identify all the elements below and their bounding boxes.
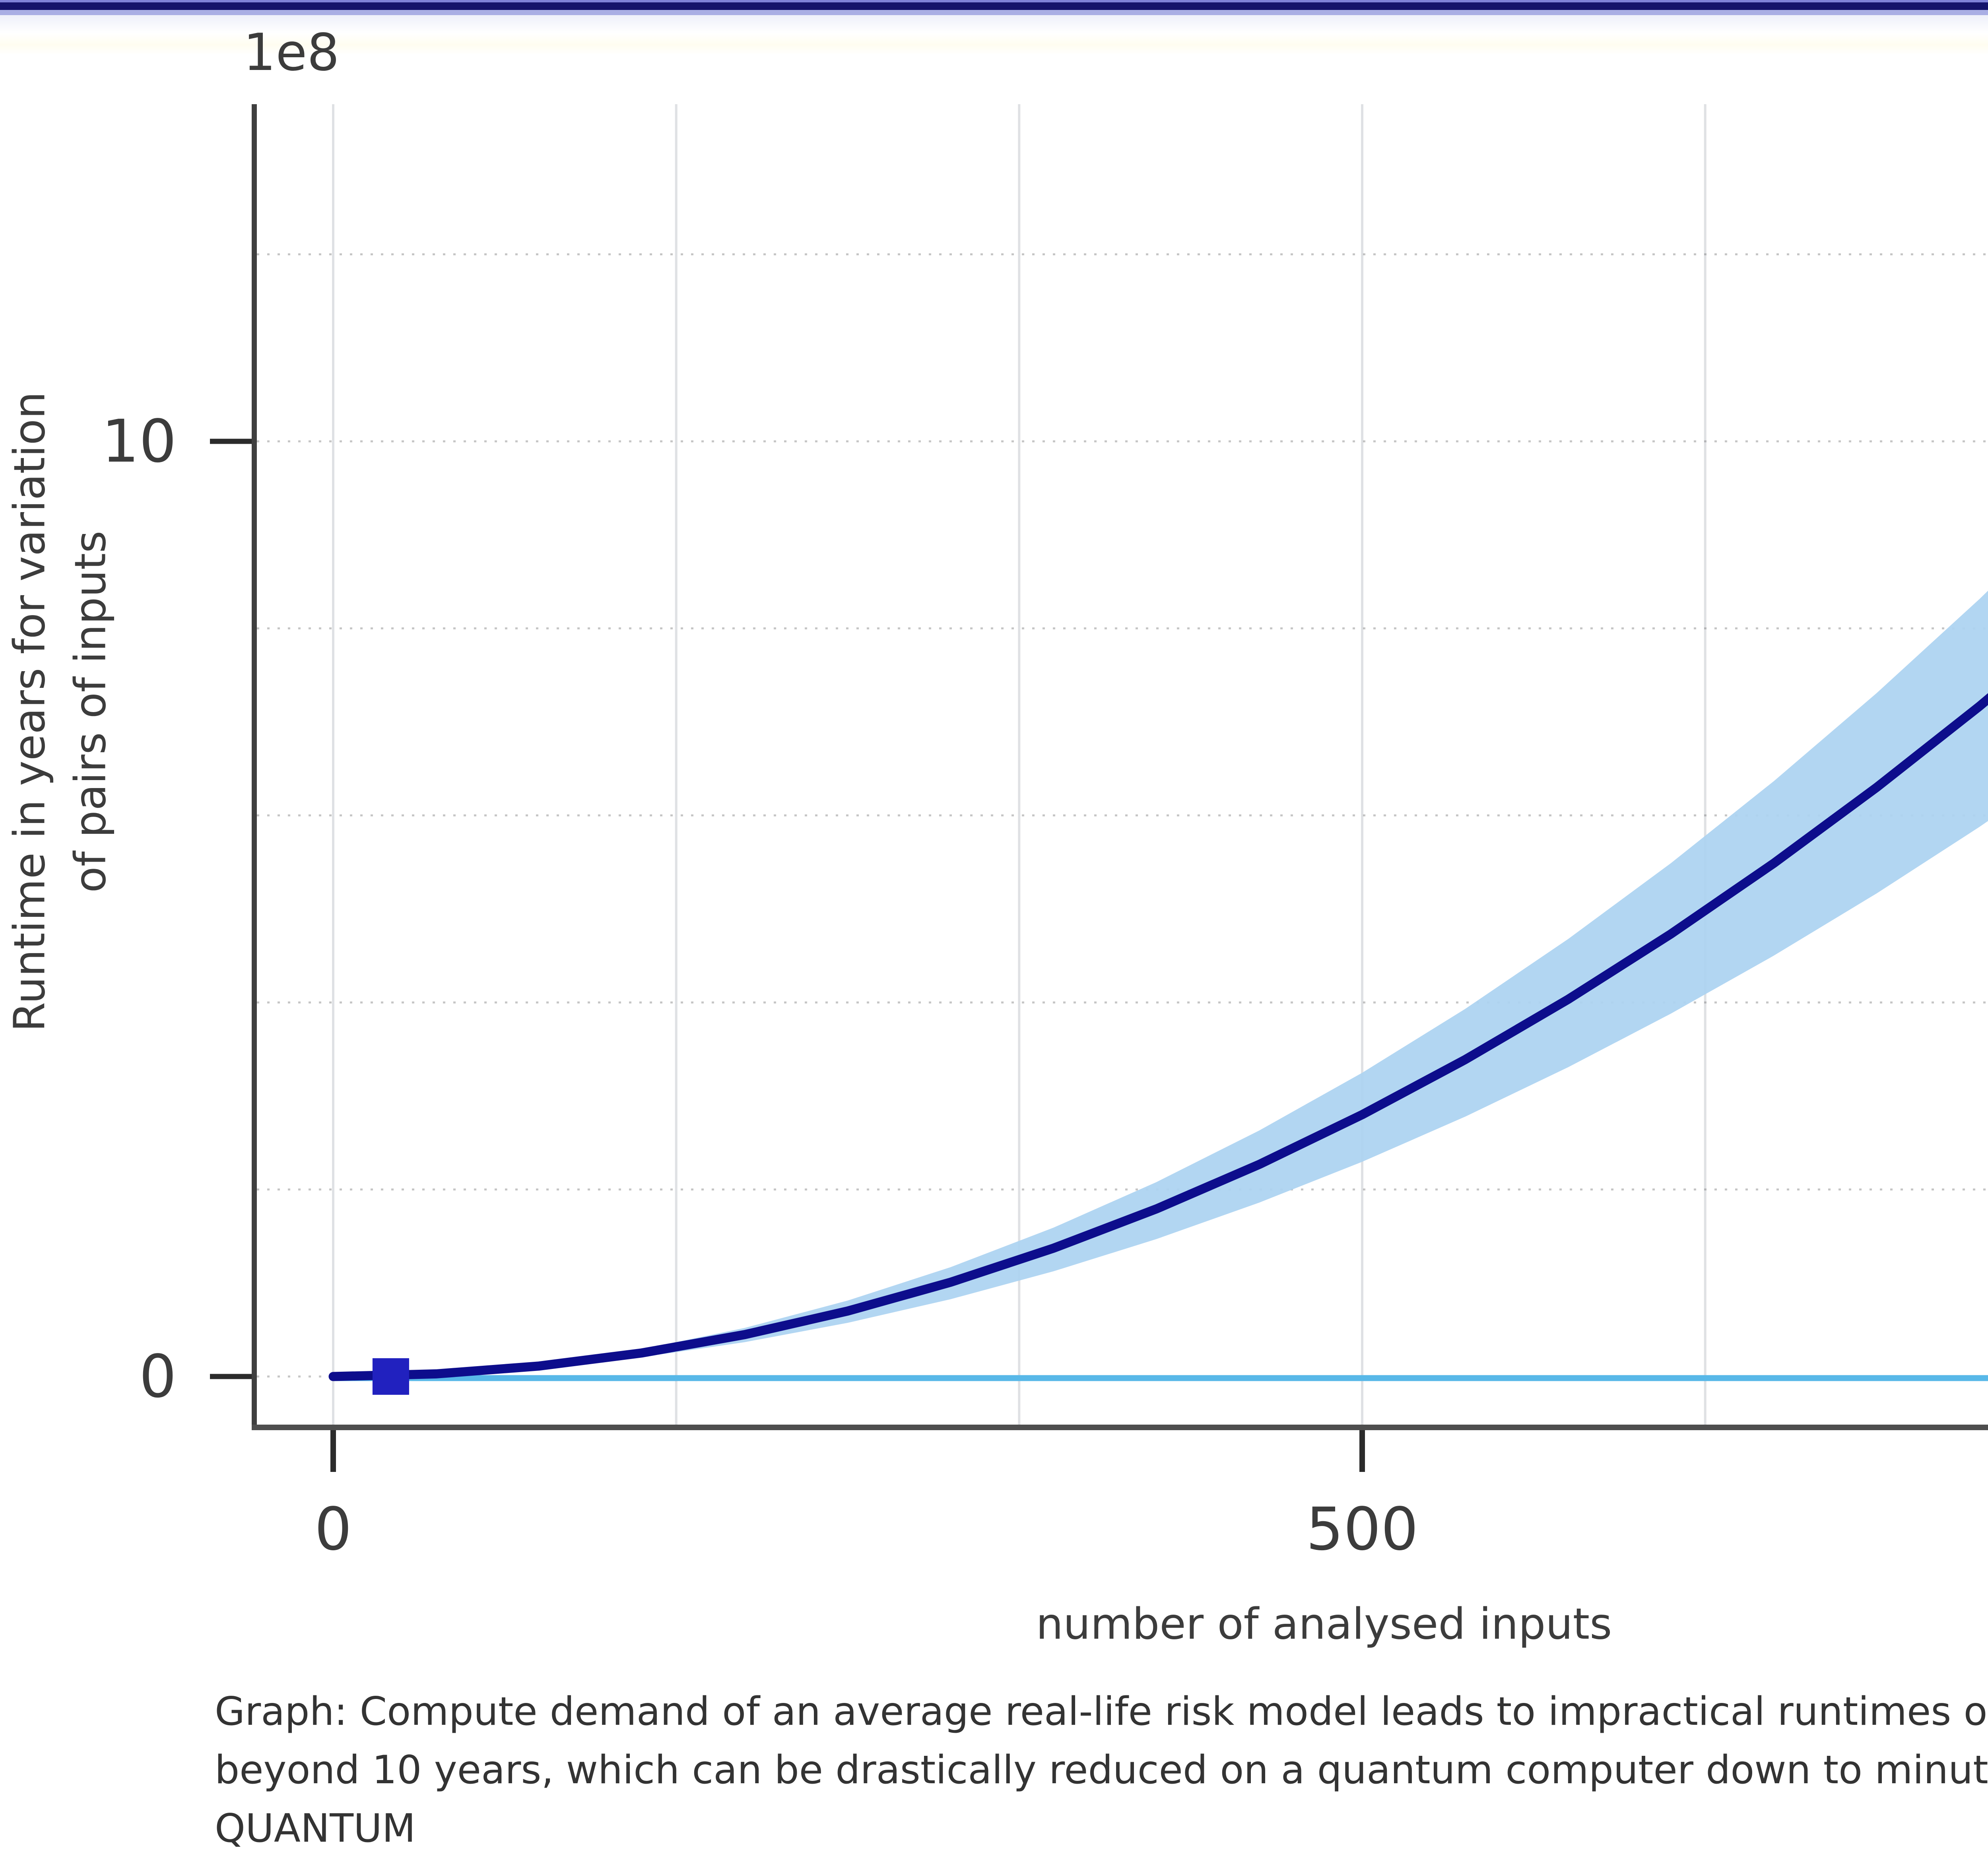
top-banner-fade (0, 15, 1988, 55)
top-banner-stripe-light (0, 0, 1988, 2)
x-tick-mark (1359, 1430, 1365, 1472)
top-banner (0, 0, 1988, 56)
y-axis-label-line2: of pairs of inputs (66, 530, 116, 893)
y-tick-mark (210, 1374, 252, 1379)
y-axis-offset-label: 1e8 (243, 23, 340, 82)
classical-line (328, 693, 1988, 1381)
figure-caption-line1: Graph: Compute demand of an average real… (215, 1689, 1988, 1734)
x-tick-label-500: 500 (1306, 1495, 1419, 1563)
y-tick-mark (210, 439, 252, 444)
y-axis-label-line1: Runtime in years for variation (5, 391, 55, 1032)
x-axis-label: number of analysed inputs (1036, 1599, 1612, 1649)
top-banner-stripe-navy (0, 2, 1988, 10)
y-axis-label: Runtime in years for variation of pairs … (0, 392, 121, 1032)
top-banner-stripe-periwinkle (0, 10, 1988, 15)
x-tick-label-0: 0 (314, 1495, 352, 1563)
y-tick-label-0: 0 (139, 1342, 177, 1411)
classical-start-marker (372, 1358, 409, 1395)
classical-confidence-band (333, 590, 1988, 1377)
figure-caption-line2: beyond 10 years, which can be drasticall… (215, 1747, 1988, 1851)
y-tick-label-10: 10 (101, 407, 177, 476)
y-axis-spine (252, 104, 257, 1430)
plot-canvas (210, 104, 1988, 1472)
x-axis-spine (252, 1425, 1988, 1430)
x-tick-mark (330, 1430, 336, 1472)
figure-caption: Graph: Compute demand of an average real… (215, 1683, 1988, 1858)
